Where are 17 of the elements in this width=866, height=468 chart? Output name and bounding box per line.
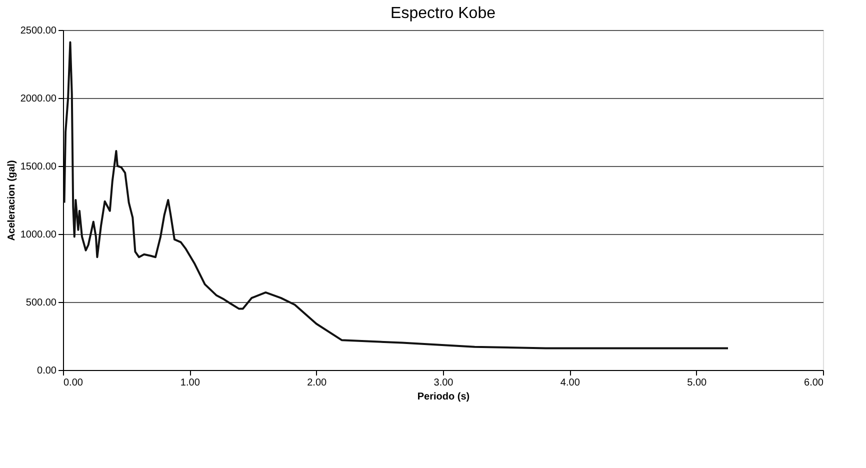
y-tick-label: 500.00 — [26, 298, 57, 308]
y-tick-label: 2000.00 — [20, 94, 57, 104]
x-tick-label: 1.00 — [180, 378, 200, 388]
y-tick-label: 0.00 — [37, 366, 57, 376]
x-tick-label: 0.00 — [64, 378, 84, 388]
line-series — [63, 41, 729, 350]
y-tick-label: 1500.00 — [20, 162, 57, 172]
x-tick-label: 5.00 — [687, 378, 707, 388]
x-tick-label: 4.00 — [560, 378, 580, 388]
x-tick-label: 6.00 — [804, 378, 824, 388]
chart-title: Espectro Kobe — [390, 5, 496, 22]
y-axis-title: Aceleracion (gal) — [6, 160, 18, 241]
x-tick-label: 3.00 — [434, 378, 454, 388]
x-tick-label: 2.00 — [307, 378, 327, 388]
x-axis-title: Periodo (s) — [417, 392, 470, 402]
y-tick-label: 1000.00 — [20, 230, 57, 240]
y-tick-label: 2500.00 — [20, 26, 57, 36]
